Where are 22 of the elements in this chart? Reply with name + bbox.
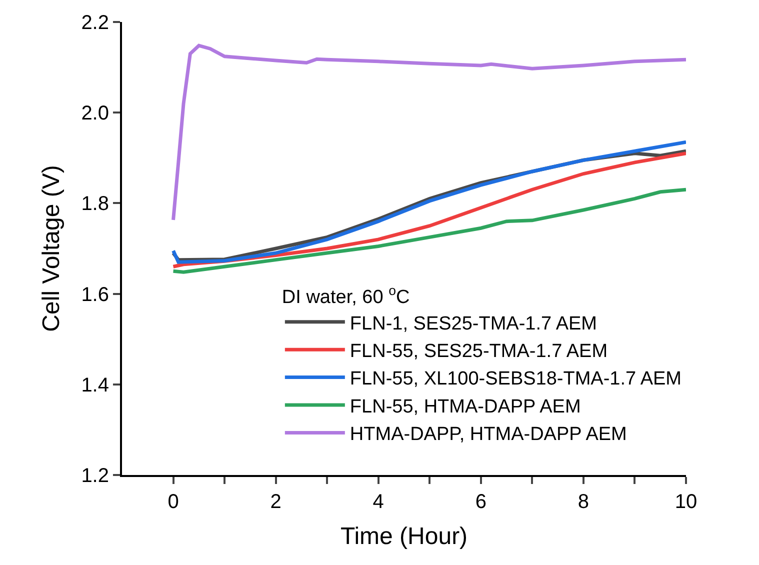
y-tick-label: 1.2: [81, 465, 109, 487]
legend-label: FLN-55, XL100-SEBS18-TMA-1.7 AEM: [350, 368, 682, 390]
y-axis-title: Cell Voltage (V): [38, 165, 65, 332]
x-tick-label: 4: [372, 491, 384, 513]
line-series: [172, 44, 686, 222]
x-tick-label: 2: [270, 491, 282, 513]
x-tick-label: 8: [578, 491, 590, 513]
line-series: [172, 188, 686, 274]
legend-label: FLN-55, HTMA-DAPP AEM: [350, 396, 581, 418]
x-tick-label: 0: [168, 491, 179, 513]
legend-label: HTMA-DAPP, HTMA-DAPP AEM: [350, 424, 627, 446]
x-axis-title: Time (Hour): [340, 522, 468, 550]
x-tick-label: 10: [674, 491, 698, 513]
y-tick-label: 2.2: [81, 12, 109, 34]
legend-title: DI water, 60 $^{o}$C: [282, 283, 410, 308]
y-tick-label: 2.0: [81, 102, 109, 125]
y-tick-label: 1.8: [81, 193, 109, 216]
y-tick-label: 1.4: [81, 374, 109, 396]
x-tick-label: 6: [475, 491, 486, 513]
legend-label: FLN-1, SES25-TMA-1.7 AEM: [350, 313, 597, 334]
y-tick-label: 1.6: [81, 284, 109, 306]
legend-label: FLN-55, SES25-TMA-1.7 AEM: [350, 341, 608, 362]
